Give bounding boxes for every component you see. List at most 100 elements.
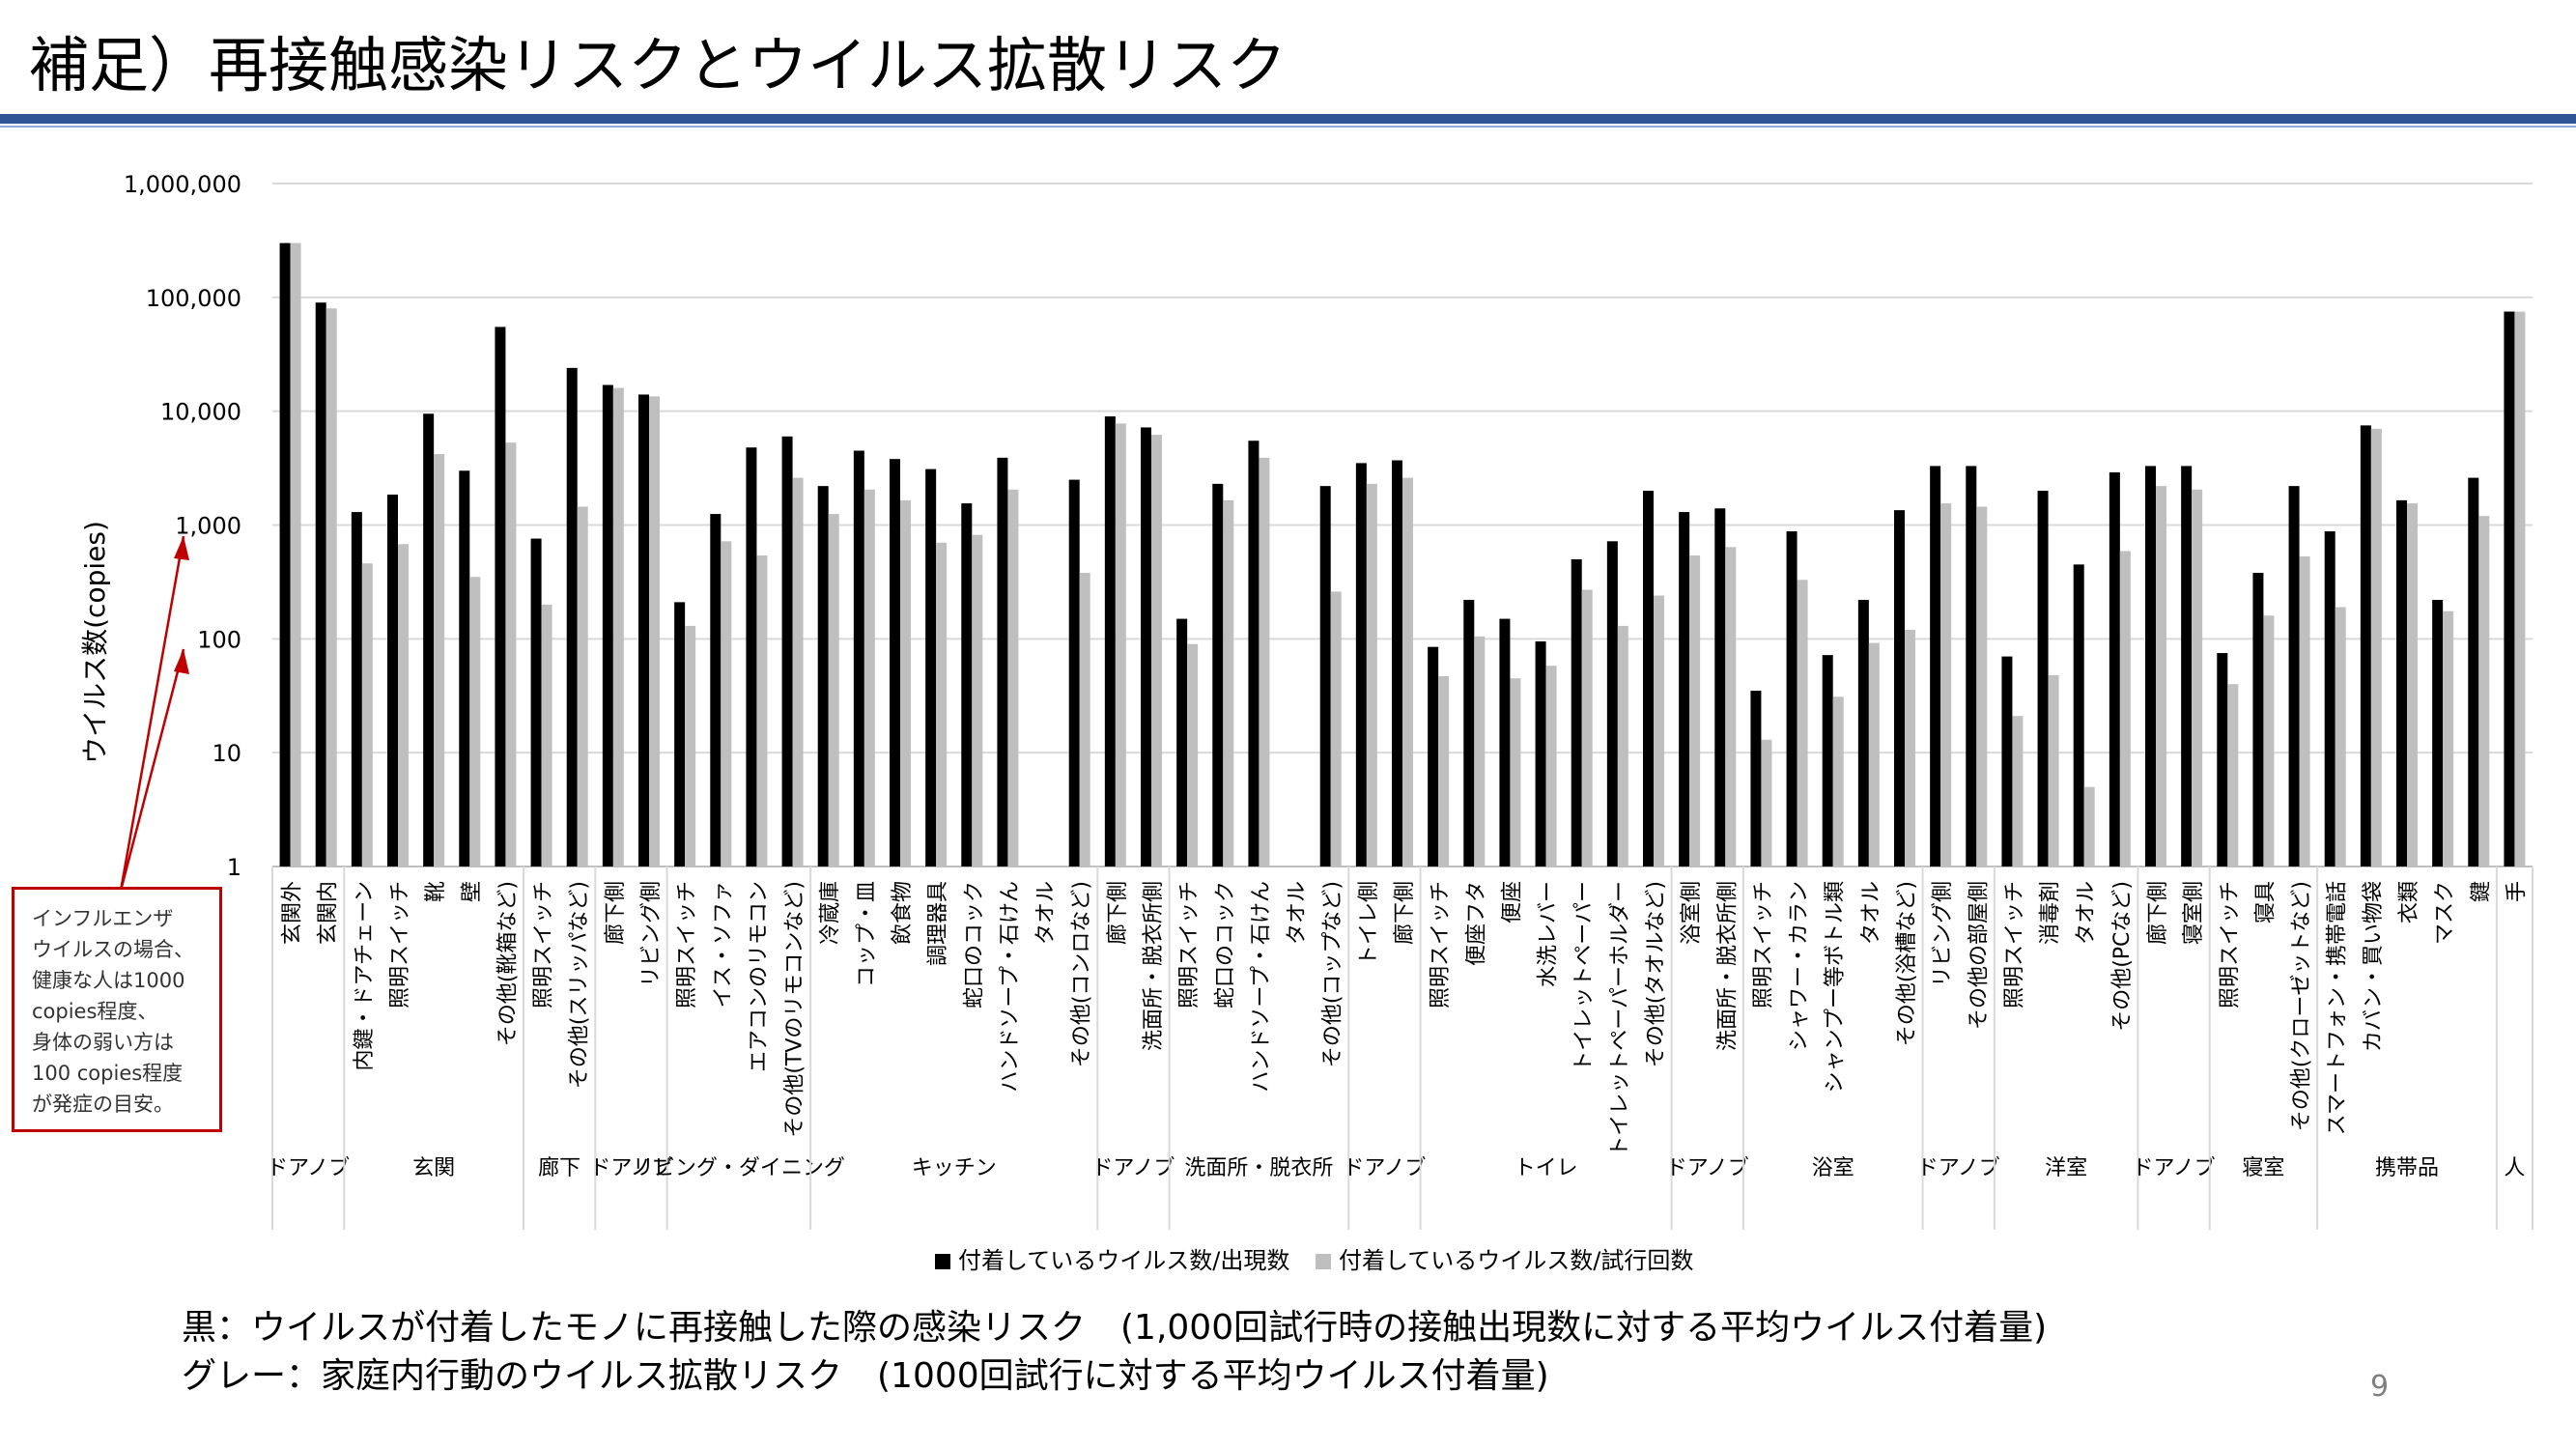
x-axis-category-labels: 玄関外 玄関内 内鍵・ドアチェーン 照明スイッチ靴壁その他(靴箱など) 照明スイッチ その… [281, 881, 2530, 1157]
bar-gray [936, 542, 948, 867]
bar-black [2073, 564, 2084, 867]
x-category-label: 衣類 [2397, 881, 2421, 923]
bar-gray [1115, 423, 1126, 867]
note-line: 健康な人は1000 [32, 969, 185, 992]
bar-gray [1079, 573, 1090, 867]
x-category-label: 照明スイッチ [388, 881, 412, 1009]
x-category-label: その他(クローゼットなど) [2290, 881, 2314, 1131]
bar-gray [1438, 675, 1450, 867]
bar-black [2109, 472, 2120, 867]
bar-gray [1868, 642, 1880, 867]
bar-gray [1689, 555, 1701, 867]
bar-gray [1223, 499, 1234, 867]
note-line: 身体の弱い方は [32, 1031, 174, 1054]
bar-gray [2370, 428, 2382, 867]
annotation-arrows [119, 535, 189, 892]
bar-gray [1761, 739, 1772, 867]
footnote-gray-series: グレー：家庭内行動のウイルス拡散リスク (1000回試行に対する平均ウイルス付着… [182, 1356, 1549, 1396]
bars [279, 242, 2526, 867]
bar-black [1714, 508, 1726, 867]
y-tick-label: 10,000 [160, 399, 241, 426]
x-group-label: 廊下 [538, 1156, 580, 1180]
bar-black [2001, 656, 2013, 867]
bar-black [1499, 618, 1511, 867]
x-category-label: 照明スイッチ [1429, 881, 1453, 1009]
bar-gray [2048, 674, 2059, 867]
x-category-label: その他(靴箱など) [495, 881, 520, 1046]
x-category-label: 水洗レバー [1537, 881, 1561, 987]
x-category-label: トイレットペーパー [1572, 881, 1597, 1072]
bar-black [1392, 460, 1402, 867]
bar-gray [541, 604, 552, 867]
x-category-label: 照明スイッチ [2002, 881, 2026, 1009]
bar-black [1571, 558, 1582, 867]
bar-gray [2012, 716, 2024, 867]
bar-black [1930, 466, 1941, 867]
x-category-label: トイレ側 [1357, 881, 1381, 966]
bar-gray [2478, 516, 2490, 867]
x-category-label: シャワー・カラン [1788, 881, 1812, 1051]
x-category-label: 照明スイッチ [2218, 881, 2242, 1009]
x-category-label: 廊下側 [2146, 881, 2170, 945]
x-category-label: その他(浴槽など) [1895, 881, 1919, 1046]
bar-gray [649, 396, 660, 867]
x-category-label: 飲食物 [891, 881, 915, 945]
bar-gray [2407, 503, 2418, 867]
x-category-label: リビング側 [1931, 881, 1955, 987]
bar-black [1535, 640, 1546, 867]
x-group-label: 洋室 [2045, 1156, 2087, 1180]
x-category-label: タオル [1859, 881, 1883, 945]
x-category-label: その他(コップなど) [1321, 881, 1345, 1067]
y-tick-label: 100,000 [146, 285, 241, 312]
bar-black [1966, 466, 1977, 867]
x-category-label: タオル [1286, 881, 1310, 945]
x-category-label: 調理器具 [926, 881, 950, 966]
bar-gray [685, 625, 696, 867]
x-category-label: タオル [2075, 881, 2099, 945]
bar-black [1104, 416, 1116, 867]
x-category-label: その他(コンロなど) [1070, 881, 1094, 1067]
bar-black [2217, 653, 2228, 867]
x-category-label: マスク [2433, 881, 2457, 945]
x-category-label: その他(TVのリモコンなど) [783, 881, 807, 1138]
bar-black [1212, 483, 1224, 867]
bar-black [1355, 463, 1367, 867]
bar-black [1857, 599, 1869, 867]
bar-black [638, 394, 649, 867]
x-group-label: ドアノブ [2133, 1156, 2216, 1180]
x-category-label: 廊下側 [604, 881, 628, 945]
chart-legend: 付着しているウイルス数/出現数 付着しているウイルス数/試行回数 [935, 1247, 1693, 1274]
x-category-label: 廊下側 [1106, 881, 1130, 945]
title-rule-accent [0, 126, 2576, 128]
bar-gray [1151, 435, 1162, 867]
bar-black [961, 503, 973, 867]
bar-gray [361, 563, 373, 867]
x-group-label: 玄関 [412, 1156, 455, 1180]
bar-black [423, 413, 435, 867]
x-group-label: 人 [2504, 1156, 2525, 1180]
x-category-label: トイレットペーパーホルダー [1608, 881, 1632, 1157]
bar-gray [2156, 486, 2166, 867]
x-category-label: 寝室側 [2182, 881, 2206, 945]
bar-gray [434, 454, 445, 867]
bar-gray [612, 387, 624, 867]
bar-black [1068, 479, 1080, 867]
x-category-label: 内鍵・ドアチェーン [353, 881, 377, 1070]
bar-gray [2119, 551, 2131, 867]
bar-black [925, 469, 937, 867]
bar-black [2324, 531, 2335, 867]
bar-gray [756, 555, 768, 867]
bar-black [2360, 425, 2371, 867]
bar-gray [2083, 786, 2095, 867]
bar-black [710, 514, 722, 867]
y-tick-label: 1,000,000 [124, 171, 241, 198]
bar-gray [1725, 547, 1737, 867]
x-category-label: その他(スリッパなど) [568, 881, 592, 1089]
bar-gray [2335, 607, 2346, 867]
bar-black [2037, 491, 2049, 867]
x-category-label: 玄関内 [317, 881, 341, 945]
x-group-label: トイレ [1514, 1156, 1578, 1180]
y-axis-label: ウイルス数(copies) [79, 521, 111, 764]
x-category-label: 照明スイッチ [675, 881, 699, 1009]
bar-gray [2263, 615, 2275, 867]
